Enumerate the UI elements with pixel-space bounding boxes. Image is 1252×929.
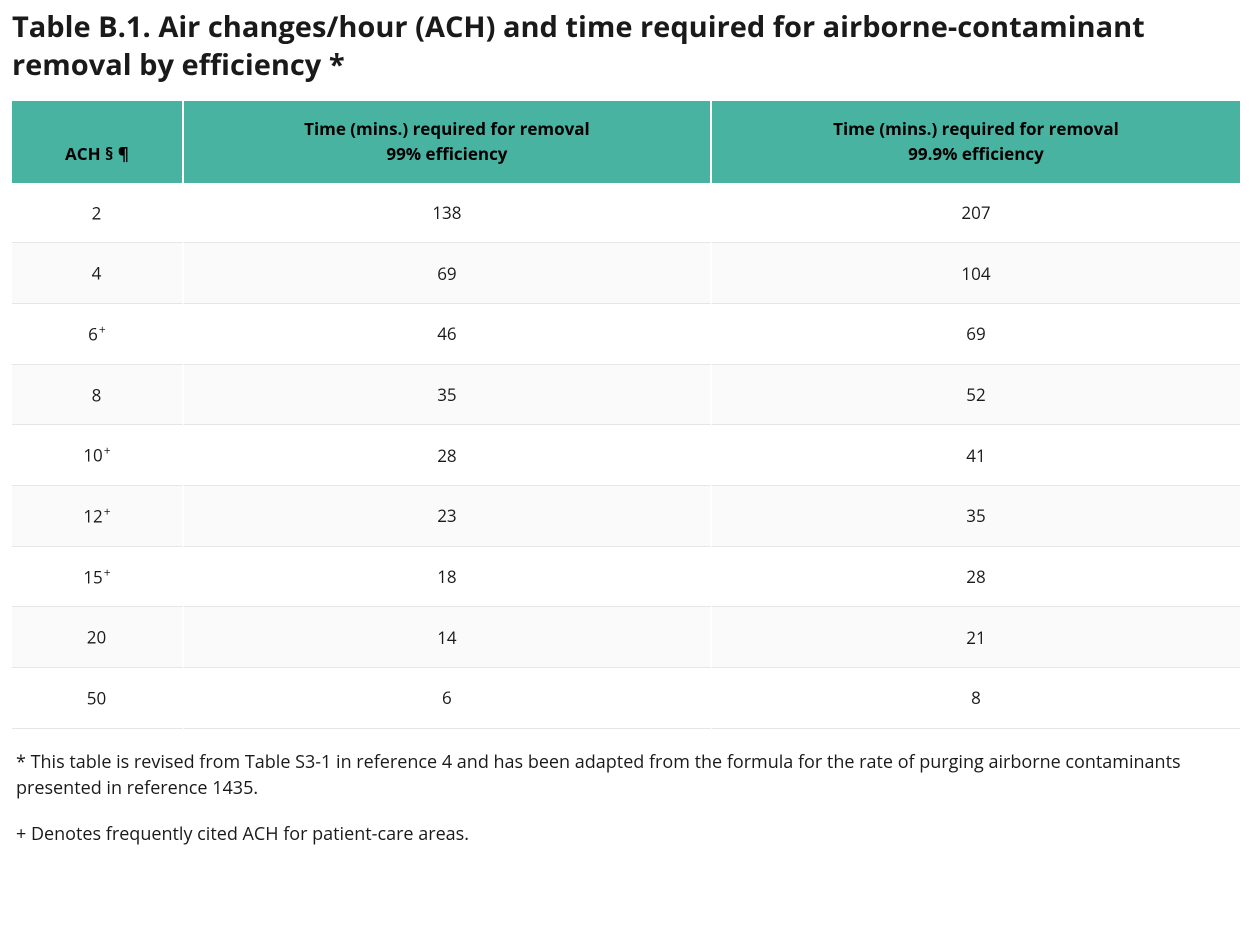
cell-ach: 6+ [12, 304, 184, 365]
cell-999: 21 [712, 607, 1240, 668]
header-99-efficiency: Time (mins.) required for removal99% eff… [184, 101, 712, 182]
cell-999: 41 [712, 425, 1240, 486]
cell-ach: 4 [12, 243, 184, 304]
cell-ach: 2 [12, 183, 184, 244]
table-header-row: ACH § ¶ Time (mins.) required for remova… [12, 101, 1240, 182]
footnote-star: * This table is revised from Table S3-1 … [16, 749, 1236, 801]
cell-99: 18 [184, 547, 712, 608]
header-999-efficiency: Time (mins.) required for removal99.9% e… [712, 101, 1240, 182]
cell-999: 207 [712, 183, 1240, 244]
cell-999: 104 [712, 243, 1240, 304]
table-row: 10+ 28 41 [12, 425, 1240, 486]
header-ach: ACH § ¶ [12, 101, 184, 182]
cell-99: 46 [184, 304, 712, 365]
table-title: Table B.1. Air changes/hour (ACH) and ti… [12, 0, 1240, 101]
cell-ach: 12+ [12, 486, 184, 547]
footnote-plus: + Denotes frequently cited ACH for patie… [16, 821, 1236, 847]
cell-99: 28 [184, 425, 712, 486]
cell-99: 138 [184, 183, 712, 244]
cell-ach: 50 [12, 668, 184, 729]
cell-99: 6 [184, 668, 712, 729]
cell-99: 35 [184, 365, 712, 426]
table-row: 12+ 23 35 [12, 486, 1240, 547]
page-container: Table B.1. Air changes/hour (ACH) and ti… [0, 0, 1252, 887]
cell-99: 23 [184, 486, 712, 547]
table-row: 6+ 46 69 [12, 304, 1240, 365]
cell-999: 35 [712, 486, 1240, 547]
table-row: 20 14 21 [12, 607, 1240, 668]
cell-ach: 20 [12, 607, 184, 668]
cell-ach: 8 [12, 365, 184, 426]
footnotes: * This table is revised from Table S3-1 … [12, 729, 1240, 847]
ach-table: ACH § ¶ Time (mins.) required for remova… [12, 101, 1240, 728]
cell-99: 69 [184, 243, 712, 304]
cell-999: 69 [712, 304, 1240, 365]
table-body: 2 138 207 4 69 104 6+ 46 69 8 35 52 10+ [12, 183, 1240, 729]
cell-ach: 15+ [12, 547, 184, 608]
table-row: 15+ 18 28 [12, 547, 1240, 608]
cell-999: 28 [712, 547, 1240, 608]
cell-99: 14 [184, 607, 712, 668]
cell-999: 8 [712, 668, 1240, 729]
table-row: 50 6 8 [12, 668, 1240, 729]
table-row: 8 35 52 [12, 365, 1240, 426]
table-row: 4 69 104 [12, 243, 1240, 304]
cell-ach: 10+ [12, 425, 184, 486]
table-row: 2 138 207 [12, 183, 1240, 244]
cell-999: 52 [712, 365, 1240, 426]
